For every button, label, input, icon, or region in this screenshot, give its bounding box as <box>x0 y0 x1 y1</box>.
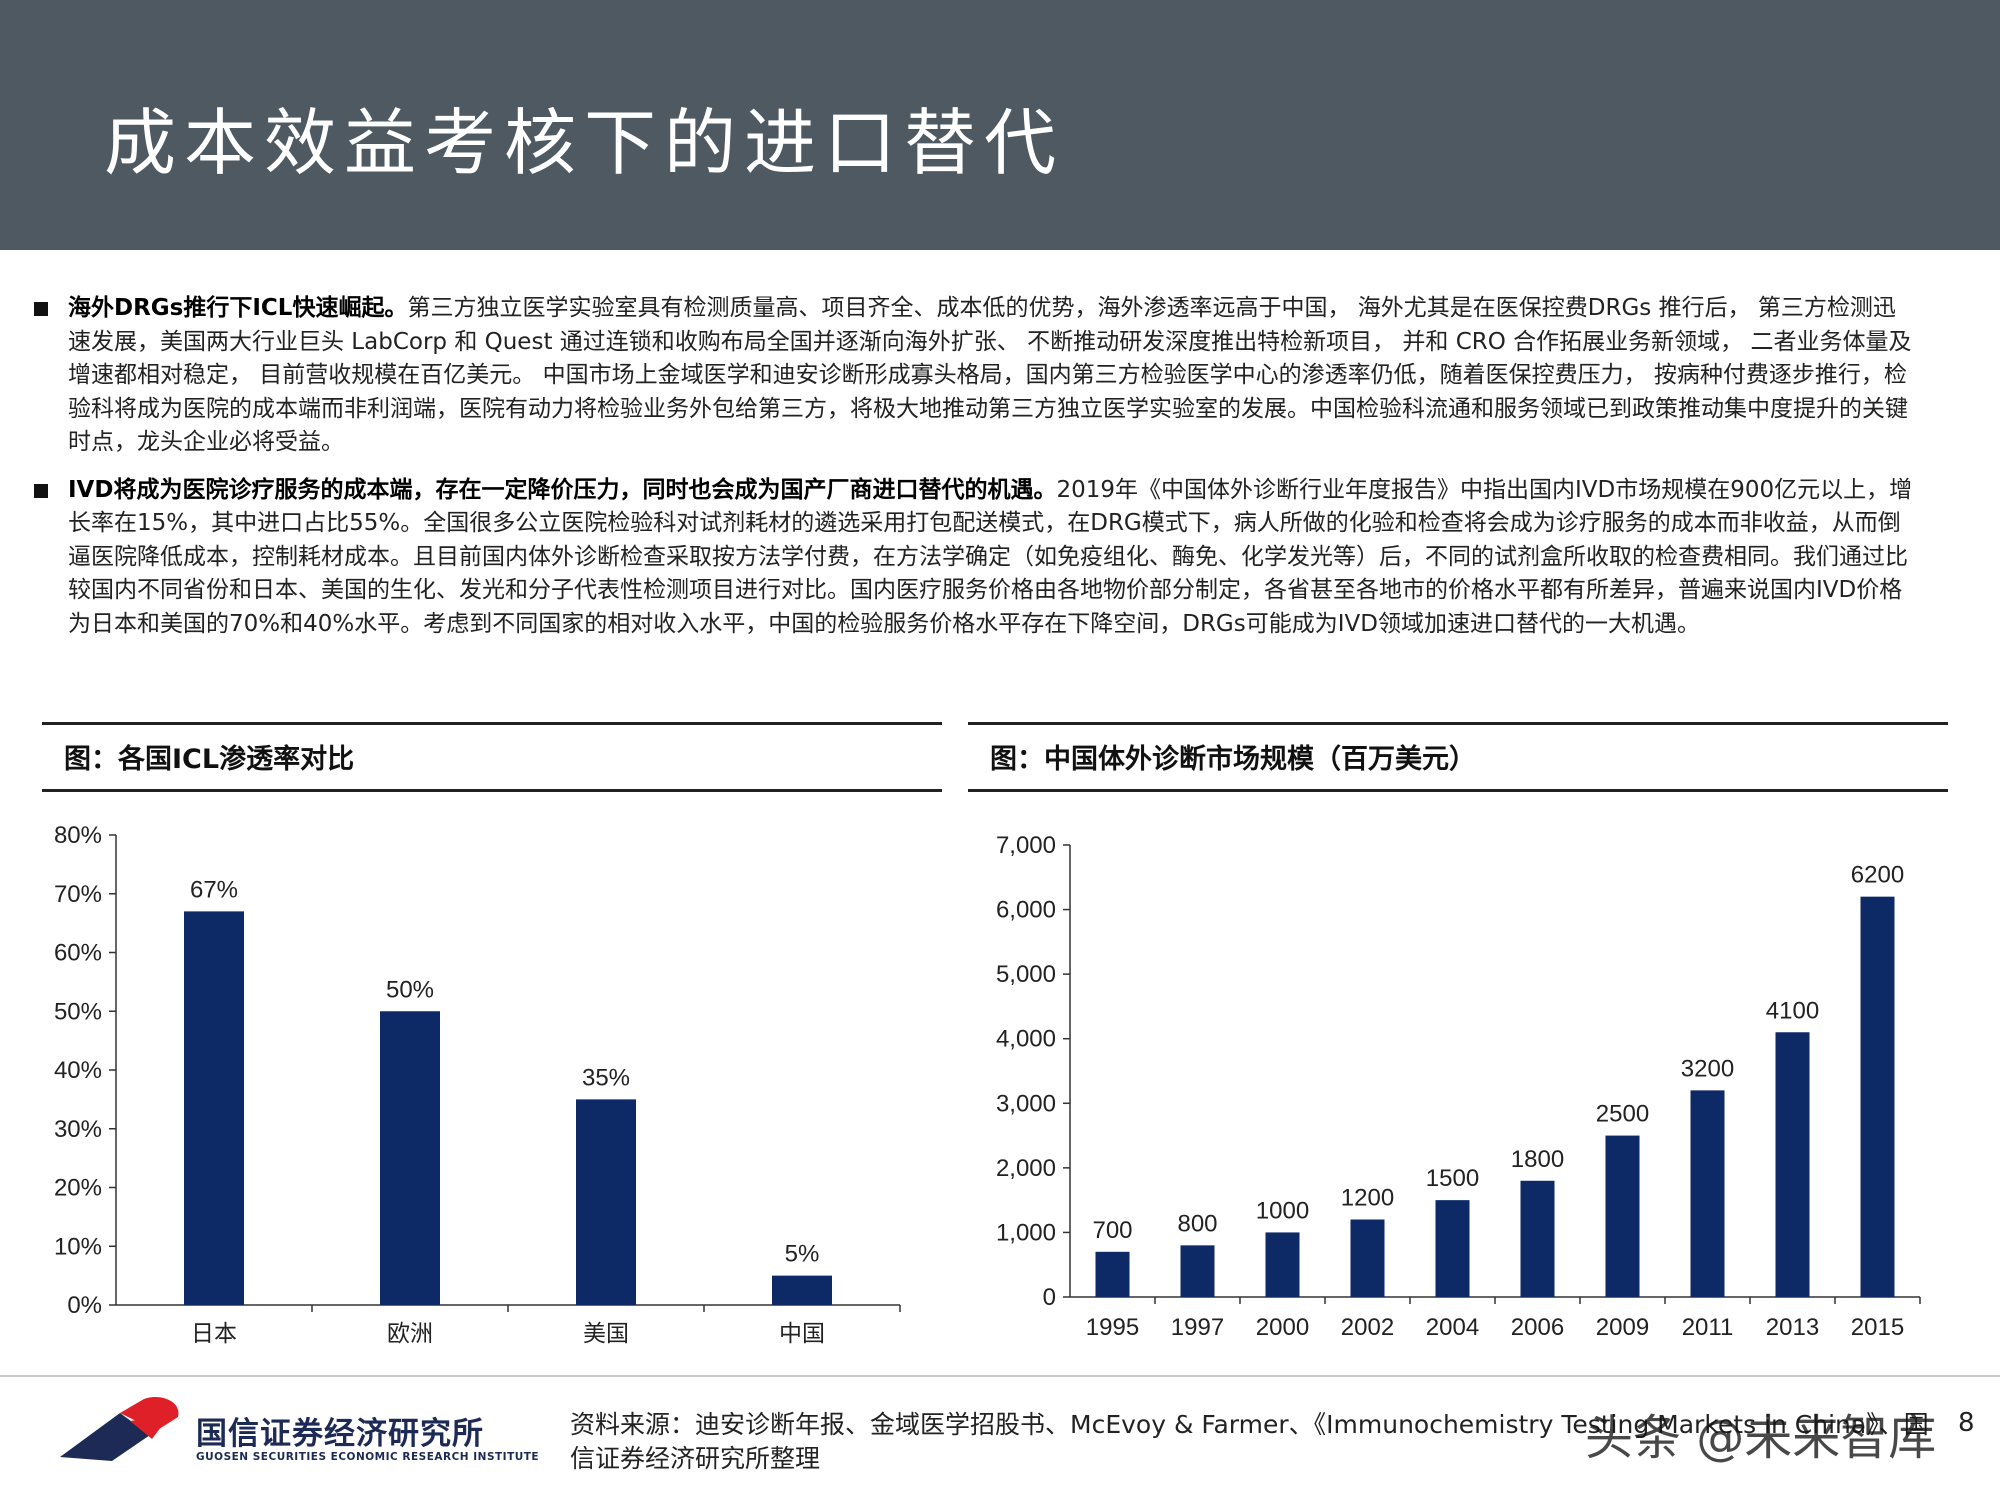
logo-text-en: GUOSEN SECURITIES ECONOMIC RESEARCH INST… <box>196 1451 540 1463</box>
bar <box>184 911 244 1305</box>
x-tick-label: 2000 <box>1256 1314 1309 1341</box>
y-tick-label: 5,000 <box>996 961 1056 988</box>
y-tick-label: 1,000 <box>996 1219 1056 1246</box>
footer-divider <box>0 1375 2000 1377</box>
x-tick-label: 2006 <box>1511 1314 1564 1341</box>
y-tick-label: 2,000 <box>996 1155 1056 1182</box>
data-label: 3200 <box>1681 1055 1734 1082</box>
chart-title-icl: 图：各国ICL渗透率对比 <box>64 744 355 775</box>
bullet-lead: 海外DRGs推行下ICL快速崛起。 <box>68 295 408 321</box>
y-tick-label: 40% <box>54 1057 102 1084</box>
bar <box>1265 1232 1300 1297</box>
y-tick-label: 10% <box>54 1233 102 1260</box>
y-tick-label: 0 <box>1043 1284 1056 1311</box>
y-tick-label: 20% <box>54 1175 102 1202</box>
x-tick-label: 欧洲 <box>387 1321 433 1347</box>
y-tick-label: 4,000 <box>996 1026 1056 1053</box>
x-tick-label: 2002 <box>1341 1314 1394 1341</box>
x-tick-label: 2009 <box>1596 1314 1649 1341</box>
x-tick-label: 中国 <box>779 1321 825 1347</box>
bullet-item-ivd: IVD将成为医院诊疗服务的成本端，存在一定降价压力，同时也会成为国产厂商进口替代… <box>28 474 1918 642</box>
logo-text-cn: 国信证券经济研究所 <box>196 1416 484 1452</box>
x-tick-label: 2013 <box>1766 1314 1819 1341</box>
chart-title-ivd: 图：中国体外诊断市场规模（百万美元） <box>990 744 1476 775</box>
bar <box>1775 1032 1810 1297</box>
x-tick-label: 1997 <box>1171 1314 1224 1341</box>
y-tick-label: 80% <box>54 822 102 849</box>
bullet-list: 海外DRGs推行下ICL快速崛起。第三方独立医学实验室具有检测质量高、项目齐全、… <box>28 292 1918 655</box>
data-label: 4100 <box>1766 997 1819 1024</box>
bar <box>1435 1200 1470 1297</box>
x-tick-label: 美国 <box>583 1321 629 1347</box>
data-label: 800 <box>1177 1210 1217 1237</box>
data-label: 1500 <box>1426 1165 1479 1192</box>
bar <box>380 1011 440 1305</box>
bar <box>1605 1135 1640 1297</box>
data-label: 67% <box>190 876 238 903</box>
bar <box>1095 1251 1130 1297</box>
ivd-market-size-chart: 0 1,000 2,000 3,000 4,000 5,000 6,000 7,000 700 1… <box>996 832 1921 1341</box>
watermark: 头条 @未来智库 <box>1585 1410 1937 1466</box>
data-label: 700 <box>1092 1217 1132 1244</box>
bar <box>1350 1219 1385 1297</box>
data-label: 35% <box>582 1064 630 1091</box>
y-tick-label: 7,000 <box>996 832 1056 859</box>
bar <box>1180 1245 1215 1297</box>
bullet-lead: IVD将成为医院诊疗服务的成本端，存在一定降价压力，同时也会成为国产厂商进口替代… <box>68 476 1057 503</box>
x-tick-label: 2011 <box>1682 1314 1734 1341</box>
page-title: 成本效益考核下的进口替代 <box>104 101 1065 185</box>
chart-panel-header-ivd: 图：中国体外诊断市场规模（百万美元） <box>968 722 1948 792</box>
page-number: 8 <box>1958 1408 1975 1438</box>
guosen-logo-icon <box>60 1397 179 1461</box>
bullet-square-icon <box>34 483 48 498</box>
y-tick-label: 3,000 <box>996 1090 1056 1117</box>
bar <box>576 1099 636 1305</box>
data-label: 1200 <box>1341 1185 1394 1212</box>
x-tick-label: 2004 <box>1426 1314 1479 1341</box>
data-label: 2500 <box>1596 1101 1649 1128</box>
y-tick-label: 70% <box>54 881 102 908</box>
x-tick-label: 1995 <box>1086 1314 1139 1341</box>
data-label: 1800 <box>1511 1146 1564 1173</box>
header-band: 成本效益考核下的进口替代 <box>0 0 2000 250</box>
y-tick-label: 50% <box>54 998 102 1025</box>
bar <box>772 1275 832 1305</box>
y-tick-label: 6,000 <box>996 897 1056 924</box>
bar <box>1860 896 1895 1297</box>
bullet-item-icl: 海外DRGs推行下ICL快速崛起。第三方独立医学实验室具有检测质量高、项目齐全、… <box>28 292 1918 460</box>
data-label: 1000 <box>1256 1197 1309 1224</box>
bullet-text: 2019年《中国体外诊断行业年度报告》中指出国内IVD市场规模在900亿元以上，… <box>68 476 1913 637</box>
bullet-square-icon <box>34 302 48 316</box>
data-label: 50% <box>386 976 434 1003</box>
bullet-text: 第三方独立医学实验室具有检测质量高、项目齐全、成本低的优势，海外渗透率远高于中国… <box>68 295 1912 455</box>
icl-penetration-chart: 0% 10% 20% 30% 40% 50% 60% 70% 80% 67% 日本 50% 欧洲 35% 美… <box>54 822 901 1347</box>
y-tick-label: 0% <box>67 1292 102 1319</box>
x-tick-label: 2015 <box>1851 1314 1904 1341</box>
bar <box>1690 1090 1725 1297</box>
chart-panel-header-icl: 图：各国ICL渗透率对比 <box>42 722 942 792</box>
y-tick-label: 30% <box>54 1116 102 1143</box>
y-tick-label: 60% <box>54 940 102 967</box>
x-tick-label: 日本 <box>191 1321 237 1347</box>
data-label: 5% <box>785 1241 820 1268</box>
data-label: 6200 <box>1851 862 1904 889</box>
source-note: 资料来源：迪安诊断年报、金域医学招股书、McEvoy & Farmer、《Imm… <box>570 1410 1929 1473</box>
bar <box>1520 1180 1555 1297</box>
